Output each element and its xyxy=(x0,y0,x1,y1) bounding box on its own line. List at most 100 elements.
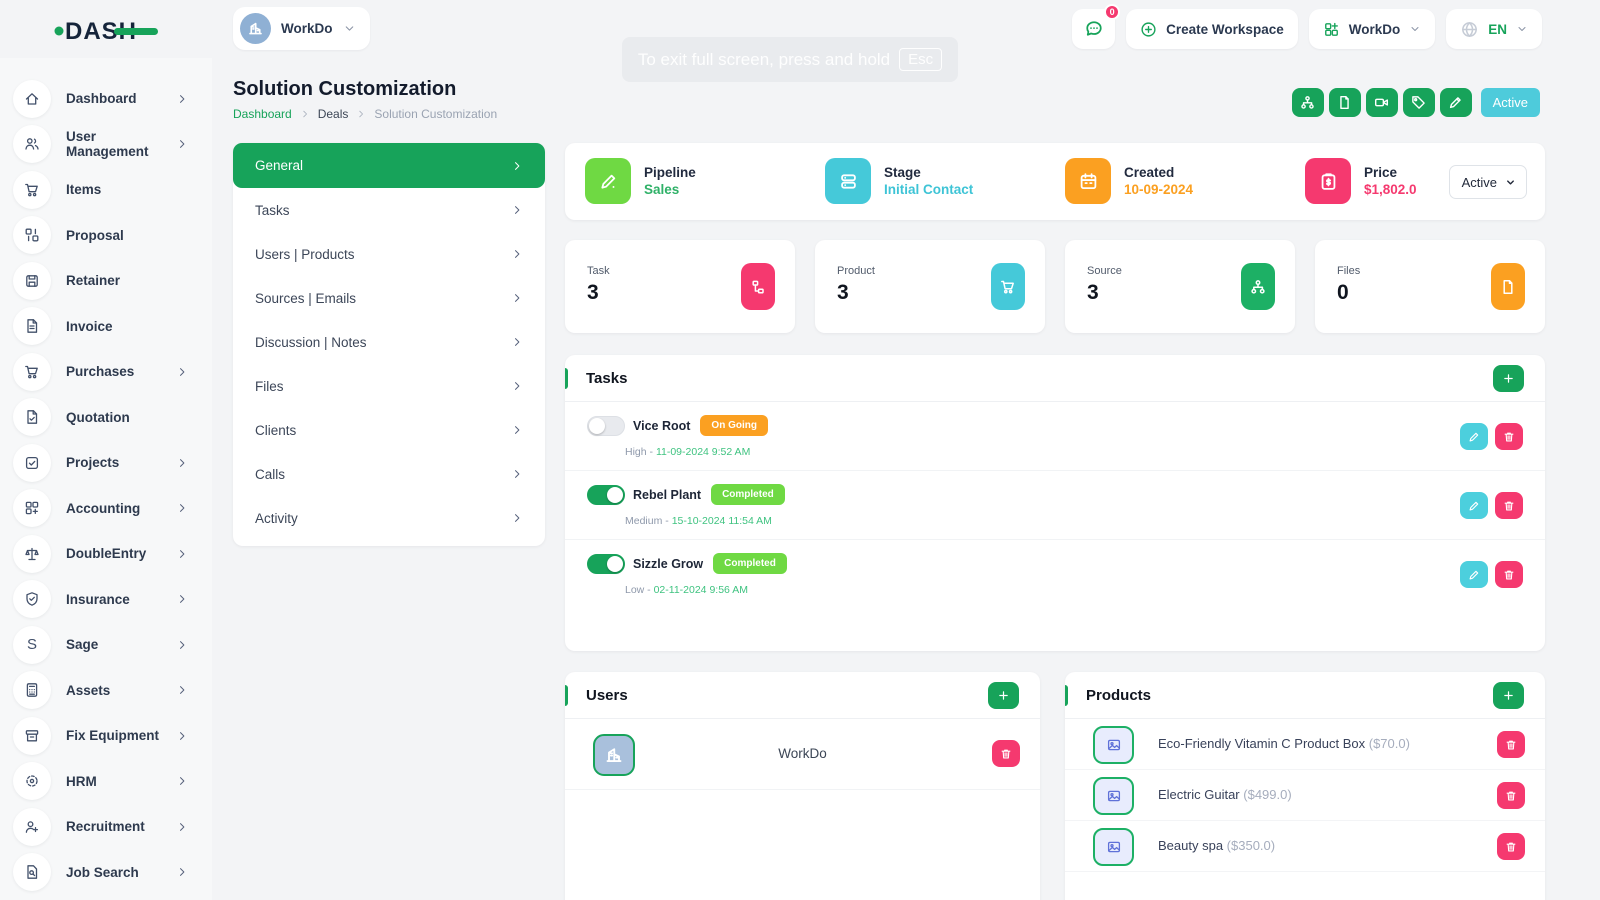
sidebar-item-quotation[interactable]: Quotation xyxy=(0,395,212,441)
sidebar-item-insurance[interactable]: Insurance xyxy=(0,577,212,623)
deal-menu-activity[interactable]: Activity xyxy=(233,496,545,540)
edit-button[interactable] xyxy=(1439,88,1472,117)
deal-menu-sources-emails[interactable]: Sources | Emails xyxy=(233,276,545,320)
product-price: ($70.0) xyxy=(1368,736,1410,751)
sidebar-item-projects[interactable]: Projects xyxy=(0,440,212,486)
clipboard-dollar-icon xyxy=(1305,158,1351,204)
edit-task-button[interactable] xyxy=(1460,423,1488,450)
chevron-right-icon xyxy=(300,109,310,119)
sidebar-item-fix-equipment[interactable]: Fix Equipment xyxy=(0,713,212,759)
task-toggle[interactable] xyxy=(587,553,625,574)
stat-card-product: Product 3 xyxy=(815,240,1045,333)
sidebar-item-dashboard[interactable]: Dashboard xyxy=(0,76,212,122)
pencil-icon xyxy=(1448,95,1463,110)
chevron-right-icon xyxy=(511,336,523,348)
overview-pipeline: Pipeline Sales xyxy=(585,158,696,204)
notification-badge: 0 xyxy=(1104,4,1121,20)
chevron-right-icon xyxy=(176,730,188,742)
stats-row: Task 3 Product 3 Source 3 Files 0 xyxy=(565,240,1545,333)
chevron-right-icon xyxy=(176,366,188,378)
delete-task-button[interactable] xyxy=(1495,492,1523,519)
overview-price: Price $1,802.0 xyxy=(1305,158,1417,204)
sidebar-item-proposal[interactable]: Proposal xyxy=(0,213,212,259)
product-row: Electric Guitar ($499.0) xyxy=(1065,770,1545,821)
add-task-button[interactable] xyxy=(1493,365,1524,392)
deal-menu-files[interactable]: Files xyxy=(233,364,545,408)
workspace-avatar xyxy=(240,13,271,44)
product-name: Beauty spa ($350.0) xyxy=(1158,838,1276,853)
chevron-down-icon xyxy=(1505,177,1516,188)
deal-status-select[interactable]: Active xyxy=(1448,165,1527,199)
language-button[interactable]: EN xyxy=(1446,9,1542,49)
globe-icon xyxy=(1460,20,1479,39)
deal-menu-clients[interactable]: Clients xyxy=(233,408,545,452)
chevron-right-icon xyxy=(176,775,188,787)
task-status-badge: Completed xyxy=(713,553,787,574)
delete-product-button[interactable] xyxy=(1497,782,1525,809)
dash-logo: DASH xyxy=(54,15,160,52)
sidebar-item-invoice[interactable]: Invoice xyxy=(0,304,212,350)
file-icon xyxy=(1337,95,1352,110)
deal-menu-users-products[interactable]: Users | Products xyxy=(233,232,545,276)
sidebar-item-purchases[interactable]: Purchases xyxy=(0,349,212,395)
sidebar-item-hrm[interactable]: HRM xyxy=(0,759,212,805)
sidebar-item-doubleentry[interactable]: DoubleEntry xyxy=(0,531,212,577)
overview-created: Created 10-09-2024 xyxy=(1065,158,1193,204)
section-accent xyxy=(565,368,568,389)
breadcrumb-deals[interactable]: Deals xyxy=(317,107,349,121)
task-datetime: 02-11-2024 9:56 AM xyxy=(653,584,748,596)
chevron-right-icon xyxy=(511,204,523,216)
messages-button[interactable]: 0 xyxy=(1072,4,1121,49)
create-workspace-button[interactable]: Create Workspace xyxy=(1126,9,1298,49)
deal-menu-calls[interactable]: Calls xyxy=(233,452,545,496)
workspace-name: WorkDo xyxy=(281,21,333,36)
deal-menu-general[interactable]: General xyxy=(233,143,545,188)
sidebar-nav: Dashboard User Management Items Proposal… xyxy=(0,58,212,900)
delete-product-button[interactable] xyxy=(1497,731,1525,758)
sidebar-item-accounting[interactable]: Accounting xyxy=(0,486,212,532)
document-search-icon xyxy=(13,853,51,892)
breadcrumb-dashboard[interactable]: Dashboard xyxy=(233,107,292,121)
grid-plus-icon xyxy=(13,489,51,528)
sidebar-item-sage[interactable]: S Sage xyxy=(0,622,212,668)
video-button[interactable] xyxy=(1365,88,1398,117)
task-toggle[interactable] xyxy=(587,484,625,505)
sidebar-item-job-search[interactable]: Job Search xyxy=(0,850,212,896)
file-check-icon xyxy=(13,398,51,437)
add-user-button[interactable] xyxy=(988,682,1019,709)
edit-task-button[interactable] xyxy=(1460,492,1488,519)
status-badge[interactable]: Active xyxy=(1480,88,1540,117)
server-icon xyxy=(825,158,871,204)
deal-menu-tasks[interactable]: Tasks xyxy=(233,188,545,232)
sidebar-item-assets[interactable]: Assets xyxy=(0,668,212,714)
chevron-down-icon xyxy=(1409,23,1421,35)
task-priority: Medium - xyxy=(625,515,672,527)
file-button[interactable] xyxy=(1328,88,1361,117)
chevron-right-icon xyxy=(511,248,523,260)
home-icon xyxy=(13,79,51,118)
grid-plus-icon xyxy=(1323,21,1340,38)
sidebar-item-retainer[interactable]: Retainer xyxy=(0,258,212,304)
delete-product-button[interactable] xyxy=(1497,833,1525,860)
tag-button[interactable] xyxy=(1402,88,1435,117)
cart-icon xyxy=(991,263,1025,310)
sidebar-item-items[interactable]: Items xyxy=(0,167,212,213)
fullscreen-exit-text: To exit full screen, press and hold xyxy=(637,49,891,69)
edit-task-button[interactable] xyxy=(1460,561,1488,588)
delete-task-button[interactable] xyxy=(1495,561,1523,588)
sidebar-item-user-management[interactable]: User Management xyxy=(0,122,212,168)
add-product-button[interactable] xyxy=(1493,682,1524,709)
workspace-pill[interactable]: WorkDo xyxy=(233,7,370,50)
task-toggle[interactable] xyxy=(587,415,625,436)
deal-menu-discussion-notes[interactable]: Discussion | Notes xyxy=(233,320,545,364)
delete-user-button[interactable] xyxy=(992,740,1020,767)
delete-task-button[interactable] xyxy=(1495,423,1523,450)
chevron-right-icon xyxy=(176,821,188,833)
section-accent xyxy=(1065,685,1068,706)
pencil-ruler-icon xyxy=(585,158,631,204)
product-image-icon xyxy=(1093,828,1134,866)
sidebar-item-recruitment[interactable]: Recruitment xyxy=(0,804,212,850)
sitemap-button[interactable] xyxy=(1291,88,1324,117)
workspace-switcher-button[interactable]: WorkDo xyxy=(1308,9,1436,49)
task-row: Vice Root On Going High - 11-09-2024 9:5… xyxy=(565,402,1545,471)
